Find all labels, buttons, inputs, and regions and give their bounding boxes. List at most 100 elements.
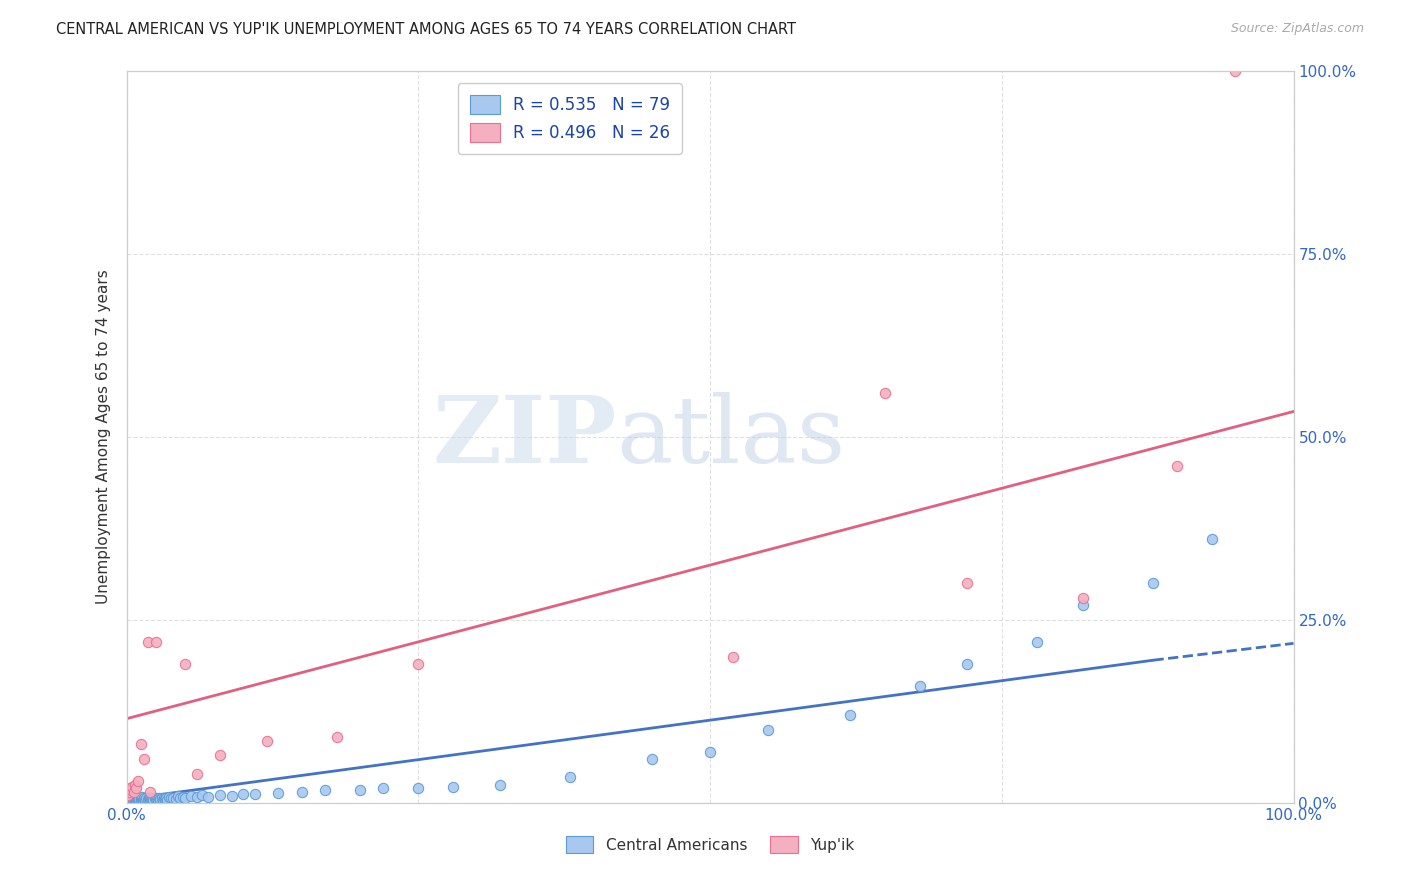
Point [155, 790, 177, 805]
Point [129, 737, 152, 751]
Point [117, 789, 139, 803]
Point [153, 792, 176, 806]
Point [124, 791, 146, 805]
Point [139, 793, 162, 807]
Point [197, 789, 219, 804]
Point [120, 791, 142, 805]
Point [142, 793, 165, 807]
Point [723, 649, 745, 664]
Point [120, 782, 142, 797]
Point [174, 790, 197, 805]
Point [124, 778, 146, 792]
Point [875, 386, 897, 401]
Point [221, 789, 243, 804]
Point [131, 789, 153, 804]
Point [124, 793, 146, 807]
Point [165, 792, 187, 806]
Point [149, 792, 172, 806]
Point [121, 793, 143, 807]
Point [117, 792, 139, 806]
Point [208, 748, 231, 763]
Point [118, 781, 141, 796]
Point [127, 773, 149, 788]
Point [172, 789, 194, 804]
Point [148, 791, 170, 805]
Point [138, 790, 160, 805]
Point [267, 786, 290, 800]
Point [1223, 64, 1246, 78]
Point [132, 752, 155, 766]
Point [118, 785, 141, 799]
Point [160, 791, 183, 805]
Point [146, 793, 169, 807]
Point [129, 793, 152, 807]
Text: CENTRAL AMERICAN VS YUP'IK UNEMPLOYMENT AMONG AGES 65 TO 74 YEARS CORRELATION CH: CENTRAL AMERICAN VS YUP'IK UNEMPLOYMENT … [56, 22, 796, 37]
Point [132, 790, 155, 805]
Point [145, 635, 167, 649]
Point [186, 766, 208, 780]
Point [131, 792, 153, 806]
Point [118, 793, 141, 807]
Point [128, 792, 150, 806]
Point [1073, 599, 1095, 613]
Point [373, 781, 395, 796]
Point [118, 792, 141, 806]
Point [169, 791, 191, 805]
Point [186, 789, 208, 804]
Point [408, 657, 430, 671]
Point [243, 787, 266, 801]
Point [1073, 591, 1095, 605]
Point [699, 745, 721, 759]
Point [134, 793, 156, 807]
Point [125, 790, 148, 805]
Text: atlas: atlas [617, 392, 846, 482]
Point [145, 792, 167, 806]
Point [152, 793, 174, 807]
Point [641, 752, 664, 766]
Point [132, 792, 155, 806]
Point [157, 789, 180, 804]
Point [153, 791, 176, 805]
Point [141, 790, 163, 805]
Point [162, 790, 184, 805]
Point [756, 723, 779, 737]
Legend: Central Americans, Yup'ik: Central Americans, Yup'ik [558, 828, 862, 861]
Point [136, 635, 159, 649]
Point [290, 785, 312, 799]
Point [129, 791, 152, 805]
Point [121, 790, 143, 805]
Point [441, 780, 464, 794]
Point [146, 790, 169, 805]
Point [127, 793, 149, 807]
Point [174, 657, 197, 671]
Point [122, 792, 145, 806]
Point [256, 733, 278, 747]
Point [125, 791, 148, 805]
Point [314, 782, 336, 797]
Point [139, 785, 162, 799]
Point [232, 787, 254, 801]
Point [136, 792, 159, 806]
Point [122, 785, 145, 799]
Point [125, 793, 148, 807]
Point [1025, 635, 1047, 649]
Point [956, 657, 979, 671]
Point [125, 781, 148, 796]
Point [180, 789, 202, 804]
Point [139, 792, 162, 806]
Point [956, 576, 979, 591]
Point [558, 770, 581, 784]
Text: ZIP: ZIP [433, 392, 617, 482]
Point [325, 730, 347, 744]
Point [208, 789, 231, 803]
Point [349, 782, 371, 797]
Point [191, 789, 214, 803]
Point [408, 781, 430, 796]
Point [139, 791, 162, 805]
Text: Source: ZipAtlas.com: Source: ZipAtlas.com [1230, 22, 1364, 36]
Y-axis label: Unemployment Among Ages 65 to 74 years: Unemployment Among Ages 65 to 74 years [96, 269, 111, 605]
Point [150, 790, 173, 805]
Point [121, 780, 143, 794]
Point [143, 791, 166, 805]
Point [127, 790, 149, 805]
